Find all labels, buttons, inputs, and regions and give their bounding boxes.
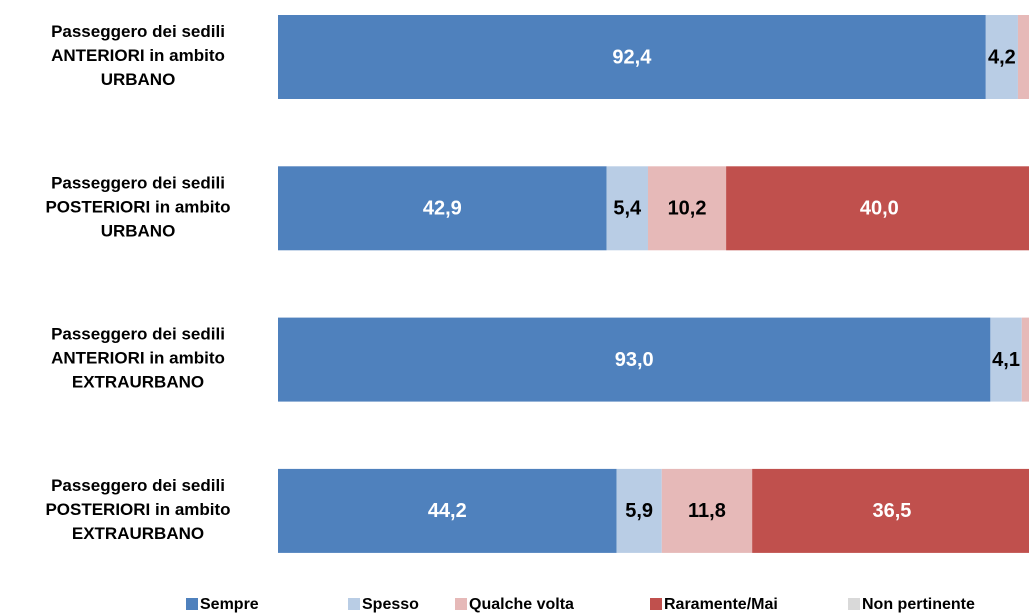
data-label: 42,9 [423,198,462,220]
bar-segment [1017,15,1029,99]
bar-segment [606,166,648,251]
legend-swatch [650,598,662,610]
legend-label: Raramente/Mai [664,596,778,613]
data-label: 5,9 [625,500,653,522]
bar-segment [752,468,1029,553]
legend-swatch [848,598,860,610]
data-label: 4,2 [988,46,1016,68]
bar-segment [278,468,617,553]
bar-segment [647,166,727,251]
data-label: 10,2 [668,198,707,220]
bar-segment [726,166,1029,251]
data-label: 93,0 [615,349,654,371]
legend-swatch [455,598,467,610]
bar-segment [278,15,986,99]
bar-segment [616,468,662,553]
bar-segment [661,468,753,553]
data-label: 44,2 [428,500,467,522]
data-label: 5,4 [613,198,642,220]
legend-label: Spesso [362,596,419,613]
legend-swatch [186,598,198,610]
legend-label: Non pertinente [862,596,975,613]
bar-segment [1021,317,1029,402]
category-label: Passeggero dei sedili ANTERIORI in ambito… [51,325,225,392]
legend-label: Sempre [200,596,259,613]
bar-segment [990,317,1022,402]
legend-swatch [348,598,360,610]
data-label: 36,5 [872,500,911,522]
bar-segment [278,166,607,251]
category-label: Passeggero dei sedili ANTERIORI in ambito… [51,22,225,89]
bar-segment [278,317,991,402]
bar-segment [985,15,1018,99]
data-label: 11,8 [688,500,726,522]
category-label: Passeggero dei sedili POSTERIORI in ambit… [45,476,230,543]
data-label: 4,1 [992,349,1020,371]
category-label: Passeggero dei sedili POSTERIORI in ambit… [45,174,230,241]
legend-label: Qualche volta [469,596,574,613]
data-label: 92,4 [612,46,652,68]
data-label: 40,0 [860,198,899,220]
